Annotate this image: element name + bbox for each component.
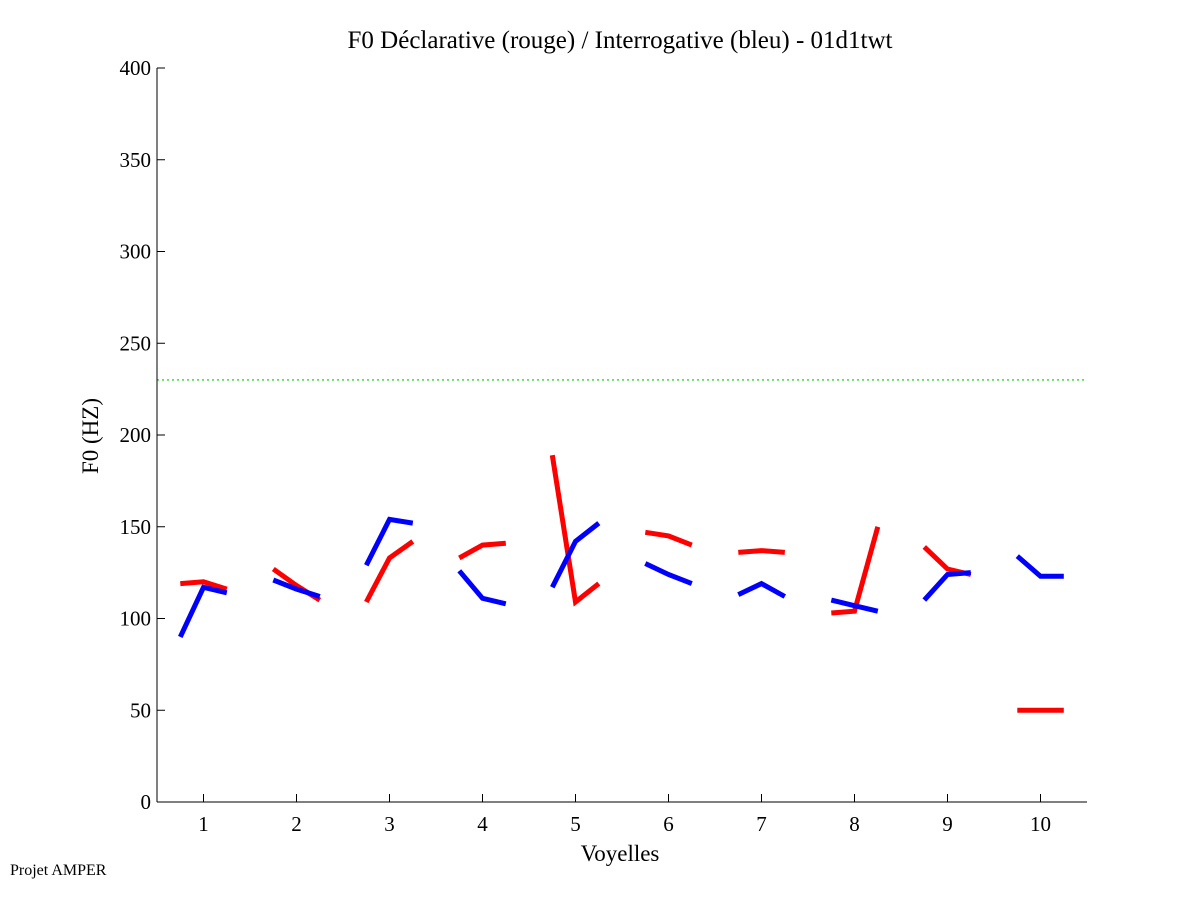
chart-title: F0 Déclarative (rouge) / Interrogative (… [348, 27, 893, 54]
y-tick-label-200: 200 [120, 423, 152, 447]
y-tick-label-300: 300 [120, 240, 152, 264]
series-blue-segment-1 [178, 584, 228, 638]
series-blue-segment-9 [922, 570, 972, 602]
series-red-segment-6 [644, 529, 693, 548]
x-tick-label-6: 6 [663, 812, 674, 836]
series-blue-segment-10 [1015, 554, 1064, 579]
axes: 0 50 100 150 200 250 300 350 400 1 2 3 4 5 6 7 8 9 10 [120, 56, 1087, 836]
x-tick-label-1: 1 [198, 812, 209, 836]
series-blue-segment-6 [644, 561, 693, 586]
y-tick-label-0: 0 [141, 790, 152, 814]
x-tick-label-7: 7 [756, 812, 767, 836]
y-axis-label: F0 (HZ) [78, 398, 103, 474]
series-red-segment-1 [180, 579, 228, 592]
series-red-segment-8 [831, 526, 881, 616]
x-tick-label-4: 4 [477, 812, 488, 836]
footer-credit: Projet AMPER [10, 862, 107, 879]
y-tick-label-150: 150 [120, 515, 152, 539]
x-tick-label-8: 8 [849, 812, 860, 836]
series-blue-segment-8 [830, 597, 879, 614]
series-blue-segment-3 [364, 516, 414, 567]
series-red-segment-4 [458, 540, 506, 561]
plot-area [157, 379, 1087, 713]
series-blue-segment-2 [272, 577, 321, 599]
x-tick-label-9: 9 [942, 812, 953, 836]
x-tick-label-5: 5 [570, 812, 581, 836]
y-tick-label-50: 50 [130, 698, 151, 722]
y-tick-label-400: 400 [120, 56, 152, 80]
y-tick-label-100: 100 [120, 607, 152, 631]
y-tick-label-350: 350 [120, 148, 152, 172]
x-axis-label: Voyelles [581, 841, 660, 866]
y-tick-label-250: 250 [120, 331, 152, 355]
series-red-segment-5 [549, 454, 601, 607]
series-blue-segment-5 [550, 521, 601, 589]
series-blue-segment-7 [737, 580, 787, 599]
x-tick-label-3: 3 [384, 812, 395, 836]
series-red-segment-7 [738, 548, 785, 555]
x-tick-label-10: 10 [1030, 812, 1051, 836]
series-red-segment-3 [364, 539, 415, 604]
x-tick-label-2: 2 [291, 812, 302, 836]
series-blue-segment-4 [457, 569, 507, 607]
series-red-segment-9 [922, 545, 972, 577]
